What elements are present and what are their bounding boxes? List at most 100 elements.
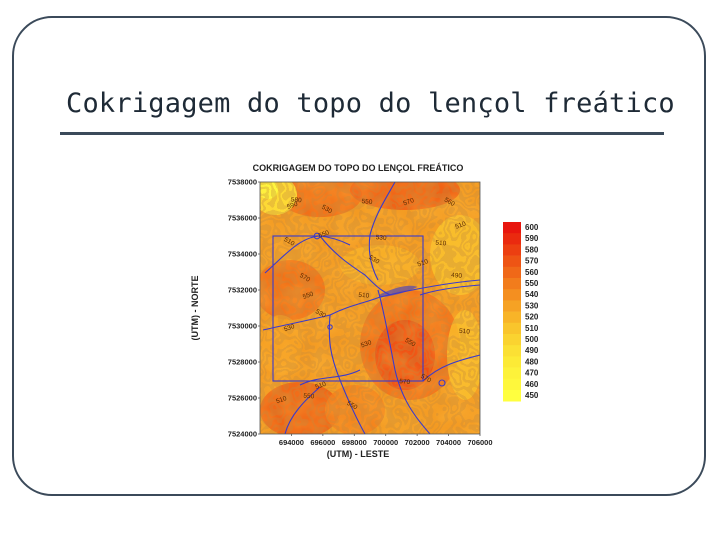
legend-label: 600 [525, 223, 539, 232]
contour-label: 550 [404, 337, 417, 349]
contour-label: 490 [451, 272, 463, 280]
plot-border [259, 181, 481, 435]
contour-label: 550 [303, 393, 315, 401]
y-tick-label: 7528000 [228, 358, 257, 367]
contour-label: 510 [459, 328, 471, 336]
y-tick-label: 7534000 [228, 250, 257, 259]
lake-shape [379, 285, 418, 298]
legend-swatch [503, 334, 521, 346]
legend-swatch [503, 278, 521, 290]
legend-label: 500 [525, 335, 539, 344]
x-tick-label: 706000 [467, 438, 492, 447]
contour-label: 510 [435, 240, 447, 248]
legend-swatch [503, 244, 521, 256]
legend-label: 570 [525, 257, 539, 266]
river-line [377, 289, 431, 434]
contour-label: 510 [454, 220, 467, 230]
contour-label: 570 [298, 272, 311, 284]
road-line [262, 279, 480, 331]
y-tick-label: 7524000 [228, 430, 257, 439]
contour-label: 550 [318, 229, 331, 239]
x-tick-label: 696000 [310, 438, 335, 447]
contour-label: 530 [360, 339, 373, 349]
legend-label: 540 [525, 290, 539, 299]
legend-label: 580 [525, 245, 539, 254]
contour-label: 510 [417, 258, 430, 268]
title-underline [60, 132, 664, 135]
contour-label: 530 [367, 254, 380, 266]
legend-swatch [503, 255, 521, 268]
road-line [319, 235, 391, 296]
study-area-box [272, 235, 424, 382]
x-tick-label: 702000 [405, 438, 430, 447]
map-overlay-lines [262, 182, 480, 434]
y-tick-label: 7530000 [228, 322, 257, 331]
contour-lines [260, 182, 480, 434]
legend-swatch [503, 300, 521, 312]
legend-label: 590 [525, 234, 539, 243]
contour-label: 530 [320, 204, 333, 216]
contour-label: 560 [443, 197, 456, 209]
site-marker [327, 324, 333, 330]
legend-swatch [503, 289, 521, 301]
contour-map-chart: COKRIGAGEM DO TOPO DO LENÇOL FREÁTICO [190, 163, 539, 459]
legend-swatch [503, 266, 521, 279]
legend-label: 490 [525, 346, 539, 355]
y-tick-label: 7532000 [228, 286, 257, 295]
x-axis-label: (UTM) - LESTE [327, 449, 390, 459]
contour-label: 530 [283, 323, 296, 333]
contour-label: 510 [275, 395, 288, 405]
road-line [422, 354, 480, 382]
x-tick-label: 698000 [342, 438, 367, 447]
x-tick-label: 704000 [436, 438, 461, 447]
legend-label: 450 [525, 391, 539, 400]
site-marker [313, 232, 321, 240]
legend-swatch [503, 345, 521, 357]
slide-title: Cokrigagem do topo do lençol freático [66, 88, 675, 119]
legend-swatch [503, 356, 521, 368]
contour-label: 510 [358, 292, 370, 300]
legend-label: 530 [525, 301, 539, 310]
river-line [328, 314, 366, 434]
contour-label: 510 [283, 236, 296, 248]
legend-label: 470 [525, 369, 539, 378]
legend-label: 550 [525, 279, 539, 288]
x-tick-label: 694000 [279, 438, 304, 447]
legend-swatch [503, 390, 521, 402]
legend-swatch [503, 367, 521, 380]
contour-label: 570 [419, 373, 432, 385]
legend-label: 480 [525, 357, 539, 366]
contour-label: 570 [399, 378, 411, 386]
x-tick-label: 700000 [373, 438, 398, 447]
site-marker [438, 379, 446, 387]
river-line [368, 182, 396, 281]
road-line [299, 369, 361, 386]
chart-title: COKRIGAGEM DO TOPO DO LENÇOL FREÁTICO [253, 163, 464, 173]
legend-swatch [503, 233, 521, 245]
y-tick-label: 7536000 [228, 214, 257, 223]
slide-frame [12, 16, 706, 496]
legend-label: 510 [525, 324, 539, 333]
legend-swatch [503, 222, 521, 234]
legend-swatch [503, 378, 521, 391]
contour-label: 550 [302, 291, 315, 301]
contour-label: 530 [314, 308, 327, 320]
road-line [284, 386, 321, 434]
contour-label: 550 [345, 400, 358, 412]
legend-swatch [503, 311, 521, 324]
legend-label: 520 [525, 313, 539, 322]
y-axis-ticks: 7538000 7536000 7534000 7532000 7530000 75280… [228, 178, 260, 439]
contour-label: 590 [286, 201, 299, 211]
contour-label: 570 [402, 197, 415, 207]
legend-label: 560 [525, 268, 539, 277]
contour-label: 580 [291, 196, 303, 204]
contour-label: 530 [375, 234, 387, 242]
legend-label: 460 [525, 380, 539, 389]
x-axis-ticks: 694000 696000 698000 700000 702000 704000 7060… [279, 434, 493, 447]
y-tick-label: 7526000 [228, 394, 257, 403]
y-tick-label: 7538000 [228, 178, 257, 187]
color-scale-legend: 600 590 580 570 560 550 540 530 520 510 500 490 480 4… [503, 222, 539, 402]
contour-label: 550 [361, 198, 373, 206]
